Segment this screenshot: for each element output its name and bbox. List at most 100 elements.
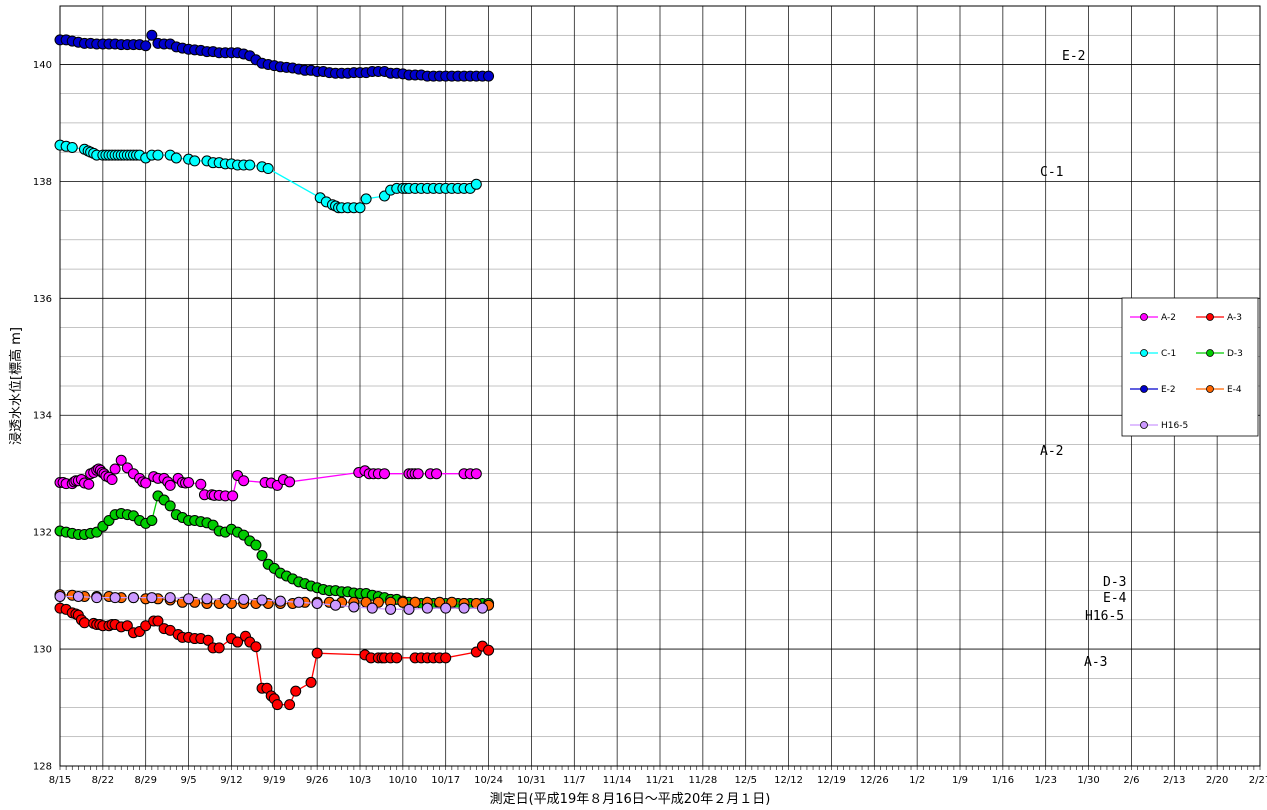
data-point-c-1 [354,202,366,214]
x-tick-label: 10/3 [349,775,371,786]
legend-swatch-marker [1206,313,1214,321]
data-point-h16-5 [348,601,360,613]
data-point-a-3 [440,652,452,664]
x-tick-label: 1/16 [992,775,1014,786]
data-point-a-3 [232,636,244,648]
data-point-c-1 [244,159,256,171]
data-point-h16-5 [201,593,213,605]
legend-entry-e-2: E-2 [1161,385,1176,395]
data-point-h16-5 [330,599,342,611]
data-point-a-3 [78,617,90,629]
data-point-h16-5 [421,602,433,614]
series-label-e-4: E-4 [1103,591,1127,606]
data-point-c-1 [189,155,201,167]
data-point-a-2 [431,468,443,480]
x-tick-label: 10/24 [474,775,503,786]
data-point-a-2 [378,468,390,480]
data-point-e-4 [409,596,421,608]
data-point-e-2 [483,70,495,82]
y-tick-label: 132 [33,528,52,539]
series-label-a-2: A-2 [1040,444,1063,459]
data-point-a-2 [227,490,239,502]
legend-swatch-marker [1140,349,1148,357]
data-point-a-2 [238,475,250,487]
data-point-a-3 [311,647,323,659]
data-point-a-3 [284,699,296,711]
data-point-h16-5 [256,594,268,606]
data-point-a-2 [115,454,127,466]
series-label-d-3: D-3 [1103,575,1126,590]
data-point-a-3 [152,615,164,627]
data-point-a-3 [213,642,225,654]
x-tick-label: 10/17 [431,775,460,786]
y-tick-label: 134 [33,411,52,422]
data-point-a-2 [106,474,118,486]
data-point-a-3 [121,620,133,632]
x-tick-label: 12/19 [817,775,846,786]
x-tick-label: 1/2 [909,775,925,786]
x-tick-label: 1/9 [952,775,968,786]
legend-swatch-marker [1140,421,1148,429]
series-labels: A-2 A-3 C-1 D-3 E-2 E-4 H16-5 [1040,49,1127,670]
data-point-e-2 [146,29,158,41]
data-point-d-3 [256,550,268,562]
data-point-c-1 [262,163,274,175]
x-tick-label: 11/28 [688,775,717,786]
x-tick-label: 10/10 [388,775,417,786]
data-point-h16-5 [366,602,378,614]
data-point-a-2 [412,468,424,480]
data-point-a-2 [109,463,121,475]
x-tick-label: 8/15 [49,775,71,786]
x-axis-title: 測定日(平成19年８月16日～平成20年２月１日) [490,792,771,807]
y-axis-title: 浸透水水位[標高 m] [8,327,24,445]
data-point-d-3 [250,539,262,551]
data-point-h16-5 [54,590,66,602]
x-tick-label: 12/26 [860,775,889,786]
legend-entry-e-4: E-4 [1227,385,1242,395]
series-label-c-1: C-1 [1040,165,1063,180]
legend-swatch-marker [1140,313,1148,321]
x-tick-label: 11/21 [646,775,675,786]
x-tick-label: 9/19 [263,775,285,786]
data-point-h16-5 [219,593,231,605]
data-point-h16-5 [238,593,250,605]
data-point-e-2 [140,40,152,52]
y-tick-label: 128 [33,762,52,773]
data-point-c-1 [470,178,482,190]
x-tick-label: 9/5 [181,775,197,786]
data-point-c-1 [66,141,78,153]
data-point-h16-5 [183,593,195,605]
data-point-a-2 [183,476,195,488]
data-point-a-2 [284,476,296,488]
legend-swatch-marker [1206,385,1214,393]
data-point-a-2 [164,479,176,491]
data-point-h16-5 [274,595,286,607]
legend-entry-d-3: D-3 [1227,349,1243,359]
data-point-a-3 [305,676,317,688]
data-point-e-4 [397,596,409,608]
data-point-d-3 [146,514,158,526]
data-point-a-2 [140,477,152,489]
data-point-h16-5 [403,603,415,615]
legend-entry-a-2: A-2 [1161,313,1176,323]
data-point-h16-5 [311,597,323,609]
data-point-a-3 [271,699,283,711]
data-point-c-1 [360,193,372,205]
y-tick-label: 130 [33,645,52,656]
data-point-h16-5 [385,603,397,615]
data-point-c-1 [170,152,182,164]
y-tick-label: 136 [33,294,52,305]
x-tick-label: 12/12 [774,775,803,786]
legend-entry-h16-5: H16-5 [1161,421,1188,431]
x-tick-label: 12/5 [734,775,756,786]
data-point-a-3 [483,644,495,656]
legend-entry-a-3: A-3 [1227,313,1242,323]
data-point-h16-5 [293,596,305,608]
data-point-h16-5 [458,602,470,614]
x-tick-label: 11/7 [563,775,585,786]
legend-swatch-marker [1206,349,1214,357]
x-tick-label: 1/23 [1034,775,1056,786]
data-point-a-2 [470,468,482,480]
x-tick-label: 9/12 [220,775,242,786]
